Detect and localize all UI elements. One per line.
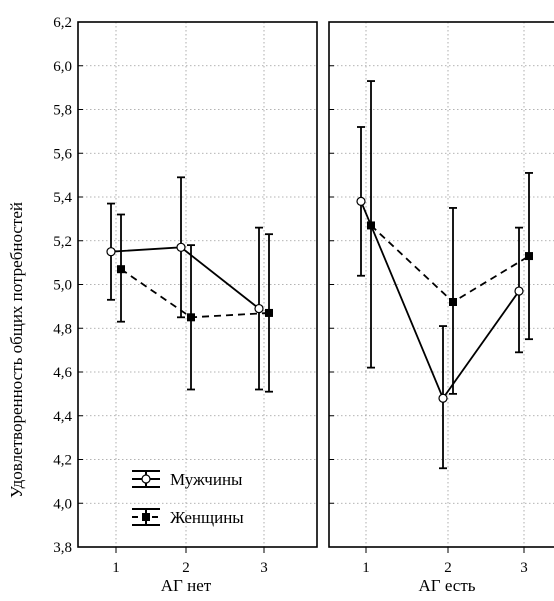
data-point-women — [449, 298, 457, 306]
y-tick-label: 5,6 — [53, 146, 72, 162]
data-point-women — [187, 313, 195, 322]
legend-marker-men — [141, 474, 151, 484]
panel-frame-left — [77, 21, 318, 548]
y-tick-label: 3,8 — [53, 540, 72, 556]
x-tick-label: 1 — [112, 560, 120, 576]
y-tick-label: 6,0 — [53, 59, 72, 75]
panel-frame-right — [328, 21, 554, 548]
x-tick-label: 3 — [260, 560, 268, 576]
data-point-men — [254, 303, 264, 314]
y-tick-labels: 3,8 4,0 4,2 4,4 4,6 4,8 5,0 5,2 5,4 5,6 5,8 6,0 6,2 — [53, 15, 72, 556]
x-axis-title-right: АГ есть — [418, 576, 475, 595]
y-tick-label: 5,4 — [53, 190, 72, 206]
data-point-women — [525, 252, 533, 261]
series-line-women — [370, 224, 530, 304]
data-point-men — [438, 393, 448, 403]
frame-layer — [77, 21, 554, 553]
y-tick-label: 5,8 — [53, 103, 72, 119]
x-tick-label: 3 — [520, 560, 528, 576]
legend-marker-women — [142, 513, 150, 521]
y-tick-label: 4,2 — [53, 453, 72, 469]
x-tick-label: 2 — [444, 560, 452, 576]
legend-label-men: Мужчины — [170, 470, 243, 489]
y-tick-label: 4,6 — [53, 365, 72, 381]
x-axis-title-left: АГ нет — [161, 576, 212, 595]
data-point-men — [356, 196, 366, 206]
series-layer — [106, 80, 533, 470]
x-tick-label: 2 — [182, 560, 190, 576]
y-tick-label: 4,8 — [53, 321, 72, 337]
data-point-women — [367, 221, 375, 230]
data-point-women — [265, 308, 273, 317]
x-tick-label: 1 — [362, 560, 370, 576]
data-point-women — [117, 265, 125, 274]
y-tick-label: 6,2 — [53, 15, 72, 31]
legend: Мужчины Женщины — [132, 470, 244, 527]
data-point-men — [514, 286, 524, 296]
y-tick-label: 4,4 — [53, 409, 72, 425]
y-tick-label: 5,0 — [53, 278, 72, 294]
y-tick-label: 4,0 — [53, 496, 72, 512]
y-axis-title: Удовлетворенность общих потребностей — [7, 202, 26, 498]
series-line-women — [120, 268, 270, 319]
data-point-men — [176, 242, 186, 252]
grid-layer — [78, 22, 554, 547]
legend-label-women: Женщины — [170, 508, 244, 527]
y-tick-label: 5,2 — [53, 234, 72, 250]
series-line-men — [360, 201, 520, 401]
x-tick-labels: 1 2 3 1 2 3 — [112, 560, 528, 576]
data-point-men — [106, 247, 116, 257]
